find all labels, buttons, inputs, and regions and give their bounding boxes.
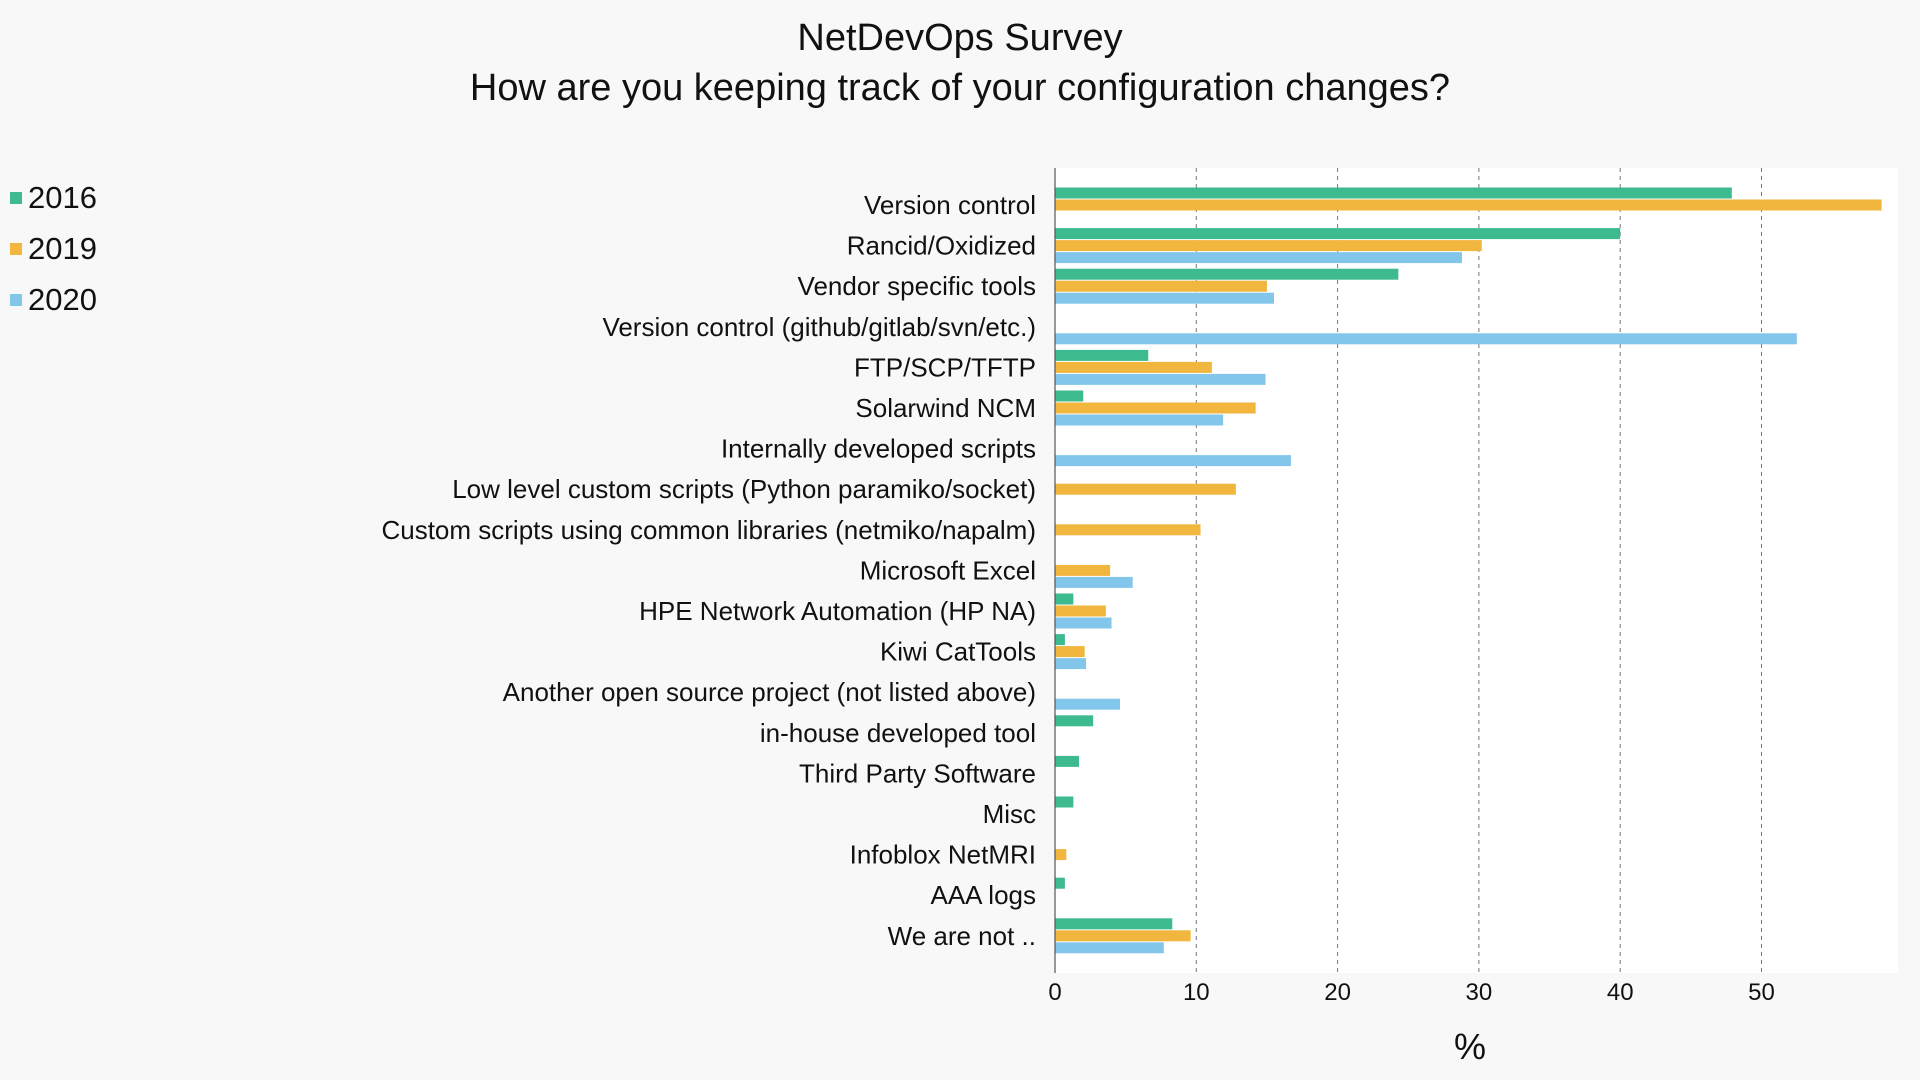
legend-item-2019: 2019 xyxy=(10,223,97,274)
category-label: Internally developed scripts xyxy=(721,434,1036,464)
legend-label-2016: 2016 xyxy=(28,179,97,215)
category-label: Version control (github/gitlab/svn/etc.) xyxy=(602,312,1036,342)
bar-2016 xyxy=(1055,634,1065,646)
x-tick-labels: 0 10 20 30 40 50 xyxy=(1048,979,1775,1006)
category-label: Vendor specific tools xyxy=(798,271,1036,301)
x-axis-label: % xyxy=(1454,1026,1486,1067)
x-tick-label-10: 10 xyxy=(1183,979,1210,1006)
bar-2020 xyxy=(1055,942,1164,954)
bar-2016 xyxy=(1055,755,1080,767)
bar-2016 xyxy=(1055,593,1074,605)
category-label: Low level custom scripts (Python paramik… xyxy=(452,474,1036,504)
grid-lines xyxy=(1195,168,1762,973)
category-label: Misc xyxy=(983,799,1036,829)
category-label: Custom scripts using common libraries (n… xyxy=(381,515,1036,545)
bar-2020 xyxy=(1055,252,1462,264)
bar-2020 xyxy=(1055,292,1275,304)
bar-2019 xyxy=(1055,199,1882,211)
bar-2020 xyxy=(1055,333,1797,345)
bar-2019 xyxy=(1055,483,1236,495)
chart-title: NetDevOps Survey xyxy=(797,17,1123,59)
category-label: AAA logs xyxy=(930,880,1036,910)
legend-item-2020: 2020 xyxy=(10,274,97,325)
bar-2019 xyxy=(1055,646,1085,658)
bar-2016 xyxy=(1055,390,1084,402)
legend-swatch-2020 xyxy=(10,293,22,306)
bar-2019 xyxy=(1055,564,1111,576)
bar-2016 xyxy=(1055,349,1149,361)
legend-item-2016: 2016 xyxy=(10,172,97,223)
title-block: NetDevOps Survey How are you keeping tra… xyxy=(0,14,1920,114)
category-label: FTP/SCP/TFTP xyxy=(854,352,1036,382)
legend-label-2019: 2019 xyxy=(28,230,97,266)
bar-2016 xyxy=(1055,918,1173,930)
category-label: Third Party Software xyxy=(799,758,1036,788)
bar-2020 xyxy=(1055,414,1224,426)
category-label: HPE Network Automation (HP NA) xyxy=(639,596,1036,626)
category-label: Another open source project (not listed … xyxy=(503,677,1036,707)
bar-2016 xyxy=(1055,796,1074,808)
bar-2016 xyxy=(1055,268,1399,280)
bar-2019 xyxy=(1055,849,1067,861)
x-tick-label-20: 20 xyxy=(1324,979,1351,1006)
category-label: Microsoft Excel xyxy=(860,555,1036,585)
category-label: Kiwi CatTools xyxy=(880,637,1036,667)
bar-2016 xyxy=(1055,228,1621,240)
bar-2019 xyxy=(1055,240,1482,252)
bar-2020 xyxy=(1055,373,1266,385)
bar-2020 xyxy=(1055,617,1112,629)
legend-label-2020: 2020 xyxy=(28,281,97,317)
bar-2019 xyxy=(1055,402,1256,414)
bar-2016 xyxy=(1055,877,1065,889)
bars xyxy=(1055,187,1882,954)
bar-2019 xyxy=(1055,605,1106,617)
category-label: in-house developed tool xyxy=(760,718,1036,748)
legend: 2016 2019 2020 xyxy=(10,172,97,325)
category-label: Version control xyxy=(864,190,1036,220)
bar-2019 xyxy=(1055,280,1267,292)
category-label: Rancid/Oxidized xyxy=(847,231,1036,261)
x-tick-label-0: 0 xyxy=(1048,979,1061,1006)
legend-swatch-2019 xyxy=(10,242,22,255)
category-label: Infoblox NetMRI xyxy=(850,840,1036,870)
chart-subtitle: How are you keeping track of your config… xyxy=(469,67,1451,109)
bar-2016 xyxy=(1055,715,1094,727)
bar-2019 xyxy=(1055,524,1201,536)
bar-2020 xyxy=(1055,576,1133,588)
category-labels: Version control Rancid/Oxidized Vendor spe… xyxy=(381,190,1036,951)
bar-2016 xyxy=(1055,187,1732,199)
bar-2019 xyxy=(1055,930,1191,942)
bar-2020 xyxy=(1055,658,1087,670)
bar-2019 xyxy=(1055,361,1212,373)
category-label: We are not .. xyxy=(888,921,1036,951)
category-label: Solarwind NCM xyxy=(855,393,1036,423)
legend-swatch-2016 xyxy=(10,191,22,204)
bar-2020 xyxy=(1055,455,1291,467)
x-tick-label-40: 40 xyxy=(1607,979,1634,1006)
x-tick-label-30: 30 xyxy=(1466,979,1493,1006)
x-tick-label-50: 50 xyxy=(1748,979,1775,1006)
bar-2020 xyxy=(1055,698,1120,710)
